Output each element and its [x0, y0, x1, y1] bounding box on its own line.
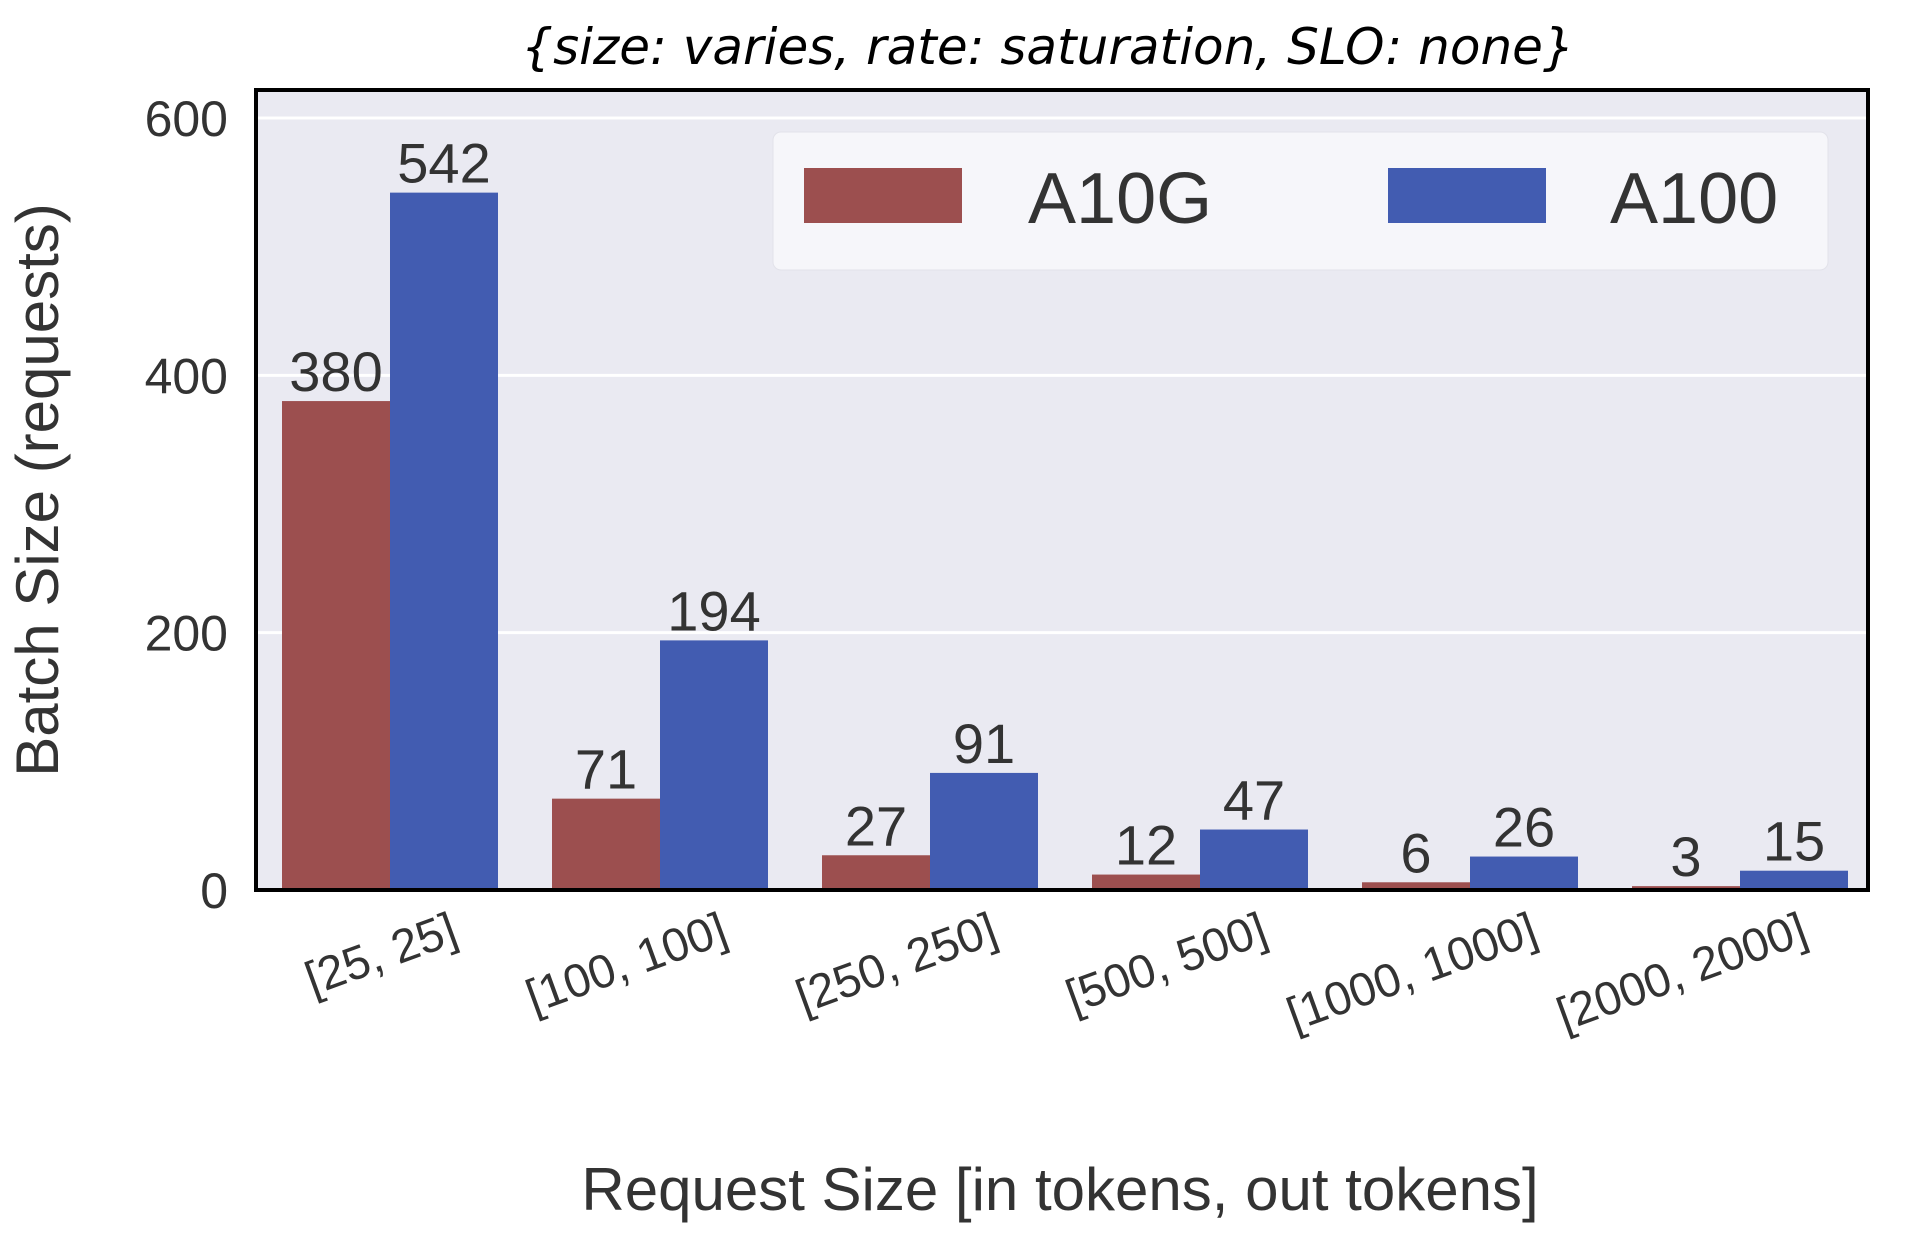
bar-label-a100-2000-2000: 15: [1763, 810, 1825, 873]
legend: A10G A100: [772, 131, 1829, 271]
bar-label-a10g-500-500: 12: [1115, 814, 1177, 877]
bar-a100-500-500: [1200, 829, 1308, 890]
bar-label-a100-500-500: 47: [1223, 769, 1285, 832]
bar-a100-2000-2000: [1740, 870, 1848, 890]
x-tick-label-2000-2000: [2000, 2000]: [1550, 902, 1814, 1041]
bar-a100-25-25: [390, 192, 498, 891]
y-tick-label-600: 600: [145, 91, 228, 147]
bar-label-a100-250-250: 91: [953, 712, 1015, 775]
x-axis-label: Request Size [in tokens, out tokens]: [581, 1156, 1538, 1223]
legend-swatch-a100: [1388, 168, 1546, 223]
bar-label-a10g-250-250: 27: [845, 794, 907, 857]
chart-title: {size: varies, rate: saturation, SLO: no…: [521, 18, 1574, 76]
legend-label-a100: A100: [1610, 159, 1778, 239]
bar-label-a10g-2000-2000: 3: [1670, 825, 1701, 888]
x-tick-label-100-100: [100, 100]: [519, 902, 734, 1023]
bar-a100-1000-1000: [1470, 856, 1578, 890]
legend-label-a10g: A10G: [1028, 159, 1212, 239]
y-tick-label-400: 400: [145, 348, 228, 404]
bar-a10g-250-250: [822, 855, 930, 890]
x-tick-label-25-25: [25, 25]: [298, 902, 463, 1005]
x-axis-ticks: [25, 25] [100, 100] [250, 250] [500, 500] [1…: [298, 902, 1813, 1041]
y-tick-label-0: 0: [200, 863, 228, 919]
bar-label-a10g-25-25: 380: [289, 340, 382, 403]
bar-a10g-25-25: [282, 401, 390, 890]
bar-a10g-1000-1000: [1362, 882, 1470, 890]
bar-value-labels: 380 542 71 194 27 91 12 47 6 26 3 15: [289, 132, 1825, 888]
y-tick-label-200: 200: [145, 606, 228, 662]
bar-a100-250-250: [930, 772, 1038, 890]
gridlines: [256, 116, 1868, 635]
bar-a100-100-100: [660, 640, 768, 890]
plot-frame: [254, 88, 1870, 892]
y-axis-ticks: 0 200 400 600: [145, 91, 228, 919]
bar-a10g-500-500: [1092, 874, 1200, 890]
bar-label-a100-25-25: 542: [397, 132, 490, 195]
legend-box: [772, 131, 1829, 271]
x-tick-label-1000-1000: [1000, 1000]: [1280, 902, 1544, 1041]
x-tick-label-250-250: [250, 250]: [789, 902, 1004, 1023]
bar-label-a10g-1000-1000: 6: [1400, 821, 1431, 884]
bar-label-a10g-100-100: 71: [575, 738, 637, 801]
y-axis-label: Batch Size (requests): [4, 203, 71, 777]
bars: [282, 192, 1848, 891]
legend-swatch-a10g: [804, 168, 962, 223]
bar-label-a100-100-100: 194: [667, 579, 760, 642]
bar-a10g-100-100: [552, 798, 660, 890]
bar-label-a100-1000-1000: 26: [1493, 796, 1555, 859]
x-tick-label-500-500: [500, 500]: [1059, 902, 1274, 1023]
